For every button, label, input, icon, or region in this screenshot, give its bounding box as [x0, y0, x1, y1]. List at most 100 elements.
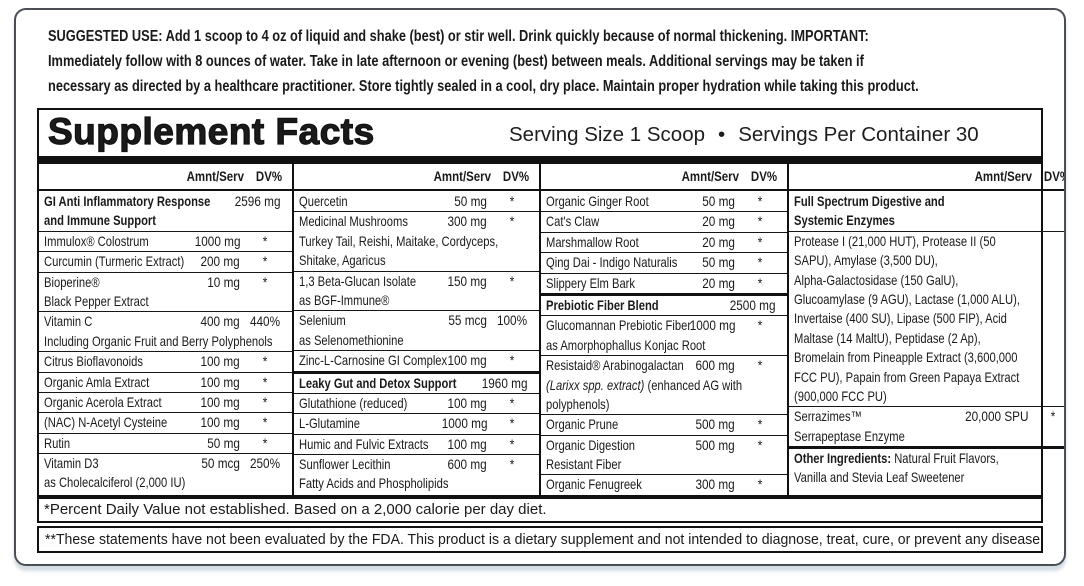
- ingredient-amount: 1000 mg: [689, 317, 735, 334]
- ingredient-row: Resistaid® Arabinogalactan 600 mg *: [546, 356, 783, 375]
- ingredient-amount: 50 mg: [454, 193, 487, 209]
- ingredient-amount: 20 mg: [702, 233, 735, 250]
- ingredient-row: Curcumin (Turmeric Extract) 200 mg *: [44, 252, 288, 271]
- suggested-use-line: necessary as directed by a healthcare pr…: [48, 78, 919, 95]
- ingredient-row: Organic Fenugreek 300 mg *: [546, 475, 783, 494]
- ingredient-row: Organic Ginger Root 50 mg *: [546, 192, 783, 211]
- ingredient-name: and Immune Support: [44, 212, 156, 229]
- ingredient-amount: 50 mg: [207, 434, 240, 451]
- ingredient-dv: *: [509, 435, 515, 452]
- ingredient-row: (NAC) N-Acetyl Cysteine 100 mg *: [44, 413, 288, 432]
- ingredient-amount: 10 mg: [207, 273, 240, 290]
- ingredient-block: Slippery Elm Bark 20 mg *: [541, 274, 787, 296]
- ingredient-block: (NAC) N-Acetyl Cysteine 100 mg *: [39, 413, 292, 434]
- ingredient-row: Glutathione (reduced) 100 mg *: [299, 394, 535, 413]
- ingredient-amount: 20 mg: [702, 213, 735, 230]
- ingredient-block: Full Spectrum Digestive and Systemic Enzy…: [789, 192, 1064, 232]
- ingredient-amount: 600 mg: [447, 456, 487, 473]
- ingredient-block: Organic Ginger Root 50 mg *: [541, 192, 787, 213]
- ingredient-name: Vitamin C: [44, 313, 93, 330]
- ingredient-name: (Larixx spp. extract) (enhanced AG with: [546, 376, 743, 393]
- ingredient-name: Qing Dai - Indigo Naturalis: [546, 254, 678, 271]
- suggested-use-line: SUGGESTED USE: Add 1 scoop to 4 oz of li…: [48, 28, 869, 45]
- ingredient-name: Black Pepper Extract: [44, 292, 149, 309]
- fda-disclaimer-text: **These statements have not been evaluat…: [45, 531, 1044, 548]
- ingredient-amount: 150 mg: [447, 272, 487, 289]
- label-card: SUGGESTED USE: Add 1 scoop to 4 oz of li…: [14, 8, 1066, 566]
- ingredient-amount: 50 mg: [702, 254, 735, 271]
- ingredient-dv: *: [509, 456, 515, 473]
- ingredient-amount: 1000 mg: [441, 415, 487, 432]
- facts-grid: Amnt/Serv DV% GI Anti Inflammatory Respons…: [39, 164, 1064, 495]
- ingredient-amount: 500 mg: [695, 436, 735, 453]
- ingredient-dv: *: [262, 393, 268, 410]
- ingredient-block: 1,3 Beta-Glucan Isolate 150 mg * as BGF-Imm…: [294, 272, 539, 312]
- serving-info: Serving Size 1 Scoop • Servings Per Cont…: [509, 123, 979, 147]
- ingredient-dv: *: [509, 272, 515, 289]
- ingredient-row: (Larixx spp. extract) (enhanced AG with: [546, 376, 783, 395]
- ingredient-row: Organic Amla Extract 100 mg *: [44, 373, 288, 392]
- column-body: Full Spectrum Digestive and Systemic Enzy…: [789, 191, 1064, 495]
- ingredient-name: Marshmallow Root: [546, 233, 639, 250]
- ingredient-amount: 2500 mg: [729, 296, 775, 313]
- ingredient-dv: *: [757, 436, 763, 453]
- ingredient-name: Protease I (21,000 HUT), Protease II (50: [794, 232, 996, 249]
- ingredient-row: Zinc-L-Carnosine GI Complex 100 mg *: [299, 351, 535, 370]
- amount-column-header: Amnt/Serv: [186, 168, 244, 184]
- ingredient-dv: *: [757, 193, 763, 209]
- ingredient-amount: 20,000 SPU: [965, 408, 1029, 425]
- ingredient-row: Full Spectrum Digestive and: [794, 192, 1064, 211]
- ingredient-block: Other Ingredients: Natural Fruit Flavors…: [789, 449, 1064, 488]
- dv-column-header: DV%: [502, 168, 530, 184]
- ingredient-row: FCC PU), Papain from Green Papaya Extrac…: [794, 368, 1064, 387]
- ingredient-block: Leaky Gut and Detox Support 1960 mg: [294, 374, 539, 394]
- ingredient-name: Resistant Fiber: [546, 456, 622, 473]
- panel-title: Supplement Facts: [47, 110, 375, 152]
- ingredient-row: Bromelain from Pineapple Extract (3,600,…: [794, 348, 1064, 367]
- ingredient-block: Zinc-L-Carnosine GI Complex 100 mg *: [294, 351, 539, 374]
- ingredient-dv: *: [262, 373, 268, 390]
- header-divider-bar: [39, 156, 1041, 164]
- ingredient-name: Zinc-L-Carnosine GI Complex: [299, 352, 448, 369]
- ingredient-amount: 100 mg: [200, 414, 240, 431]
- ingredient-dv: *: [509, 352, 515, 369]
- serving-size: Serving Size 1 Scoop: [509, 123, 706, 146]
- ingredient-block: Protease I (21,000 HUT), Protease II (50…: [789, 232, 1064, 408]
- ingredient-dv: *: [509, 193, 515, 209]
- ingredient-row: Vitamin C 400 mg 440%: [44, 312, 288, 331]
- ingredient-block: GI Anti Inflammatory Response 2596 mg and …: [39, 192, 292, 232]
- ingredient-row: (900,000 FCC PU): [794, 387, 1064, 406]
- ingredient-dv: 250%: [249, 455, 281, 472]
- amount-column-header: Amnt/Serv: [975, 168, 1033, 184]
- ingredient-name: Organic Amla Extract: [44, 373, 150, 390]
- footer-divider-bar: [39, 495, 1041, 499]
- ingredient-row: Shitake, Agaricus: [299, 251, 535, 270]
- ingredient-amount: 100 mg: [200, 373, 240, 390]
- ingredient-row: as Cholecalciferol (2,000 IU): [44, 473, 288, 492]
- ingredient-block: Glucomannan Prebiotic Fiber 1000 mg * as Am…: [541, 316, 787, 357]
- ingredient-row: Glucomannan Prebiotic Fiber 1000 mg *: [546, 316, 783, 335]
- ingredient-row: Citrus Bioflavonoids 100 mg *: [44, 352, 288, 371]
- ingredient-block: Cat's Claw 20 mg *: [541, 212, 787, 233]
- ingredient-name: Maltase (14 MaltU), Peptidase (2 Ap),: [794, 329, 981, 346]
- ingredient-row: Protease I (21,000 HUT), Protease II (50: [794, 232, 1064, 251]
- ingredient-amount: 100 mg: [447, 394, 487, 411]
- ingredient-name: Vanilla and Stevia Leaf Sweetener: [794, 469, 965, 486]
- ingredient-dv: *: [262, 232, 268, 249]
- ingredient-block: Organic Digestion 500 mg * Resistant Fiber: [541, 436, 787, 476]
- ingredient-row: Including Organic Fruit and Berry Polyph…: [44, 332, 288, 351]
- ingredient-amount: 20 mg: [702, 274, 735, 291]
- column-body: Organic Ginger Root 50 mg * Cat's Claw 20 mg…: [541, 191, 787, 495]
- facts-column-2: Amnt/Serv DV% Quercetin 50 mg * Medicinal Mus…: [292, 164, 539, 495]
- ingredient-name: Prebiotic Fiber Blend: [546, 296, 659, 313]
- ingredient-name: Other Ingredients: Natural Fruit Flavors…: [794, 450, 999, 467]
- ingredient-amount: 55 mcg: [448, 312, 487, 329]
- column-body: GI Anti Inflammatory Response 2596 mg and …: [39, 191, 292, 495]
- ingredient-name: Humic and Fulvic Extracts: [299, 435, 429, 452]
- ingredient-row: Glucoamylase (9 AGU), Lactase (1,000 ALU…: [794, 290, 1064, 309]
- ingredient-amount: 100 mg: [200, 393, 240, 410]
- column-header: Amnt/Serv DV%: [294, 164, 539, 191]
- ingredient-dv: *: [262, 434, 268, 451]
- ingredient-name: Citrus Bioflavonoids: [44, 353, 143, 370]
- ingredient-row: 1,3 Beta-Glucan Isolate 150 mg *: [299, 272, 535, 291]
